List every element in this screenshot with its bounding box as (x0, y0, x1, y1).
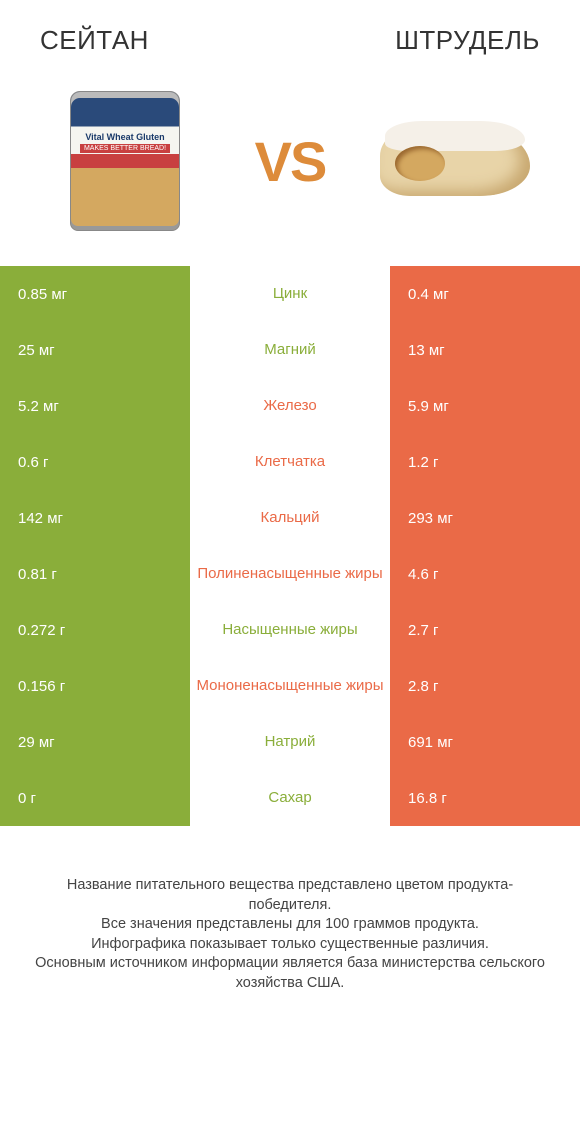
right-product-title: ШТРУДЕЛЬ (395, 25, 540, 56)
right-value-cell: 2.8 г (390, 658, 580, 714)
table-row: 29 мгНатрий691 мг (0, 714, 580, 770)
right-value-cell: 691 мг (390, 714, 580, 770)
left-value-cell: 0.272 г (0, 602, 190, 658)
table-row: 25 мгМагний13 мг (0, 322, 580, 378)
can-label-1: Vital Wheat Gluten (85, 132, 164, 142)
right-product-image (380, 86, 530, 236)
nutrient-name-cell: Насыщенные жиры (190, 602, 390, 658)
nutrient-name-cell: Клетчатка (190, 434, 390, 490)
table-row: 142 мгКальций293 мг (0, 490, 580, 546)
strudel-illustration (380, 116, 530, 206)
left-value-cell: 0.85 мг (0, 266, 190, 322)
left-value-cell: 25 мг (0, 322, 190, 378)
right-value-cell: 13 мг (390, 322, 580, 378)
table-row: 0.272 гНасыщенные жиры2.7 г (0, 602, 580, 658)
footer-line-1: Название питательного вещества представл… (30, 876, 550, 915)
right-value-cell: 16.8 г (390, 770, 580, 826)
table-row: 0.81 гПолиненасыщенные жиры4.6 г (0, 546, 580, 602)
table-row: 0.156 гМононенасыщенные жиры2.8 г (0, 658, 580, 714)
footer-line-3: Инфографика показывает только существенн… (30, 935, 550, 955)
left-value-cell: 5.2 мг (0, 378, 190, 434)
table-row: 0.85 мгЦинк0.4 мг (0, 266, 580, 322)
right-value-cell: 1.2 г (390, 434, 580, 490)
footer-line-2: Все значения представлены для 100 граммо… (30, 915, 550, 935)
right-value-cell: 293 мг (390, 490, 580, 546)
vs-row: Vital Wheat Gluten MAKES BETTER BREAD! V… (0, 66, 580, 266)
left-value-cell: 0 г (0, 770, 190, 826)
nutrient-name-cell: Магний (190, 322, 390, 378)
table-row: 0.6 гКлетчатка1.2 г (0, 434, 580, 490)
nutrient-name-cell: Мононенасыщенные жиры (190, 658, 390, 714)
nutrient-name-cell: Натрий (190, 714, 390, 770)
table-row: 5.2 мгЖелезо5.9 мг (0, 378, 580, 434)
footer-text: Название питательного вещества представл… (0, 826, 580, 1013)
nutrition-table: 0.85 мгЦинк0.4 мг25 мгМагний13 мг5.2 мгЖ… (0, 266, 580, 826)
table-row: 0 гСахар16.8 г (0, 770, 580, 826)
nutrient-name-cell: Кальций (190, 490, 390, 546)
left-value-cell: 29 мг (0, 714, 190, 770)
nutrient-name-cell: Полиненасыщенные жиры (190, 546, 390, 602)
left-value-cell: 142 мг (0, 490, 190, 546)
right-value-cell: 0.4 мг (390, 266, 580, 322)
header: СЕЙТАН ШТРУДЕЛЬ (0, 0, 580, 66)
right-value-cell: 2.7 г (390, 602, 580, 658)
left-value-cell: 0.81 г (0, 546, 190, 602)
left-product-image: Vital Wheat Gluten MAKES BETTER BREAD! (50, 86, 200, 236)
right-value-cell: 5.9 мг (390, 378, 580, 434)
right-value-cell: 4.6 г (390, 546, 580, 602)
left-product-title: СЕЙТАН (40, 25, 149, 56)
vs-label: VS (255, 129, 326, 194)
nutrient-name-cell: Сахар (190, 770, 390, 826)
nutrient-name-cell: Цинк (190, 266, 390, 322)
left-value-cell: 0.6 г (0, 434, 190, 490)
can-illustration: Vital Wheat Gluten MAKES BETTER BREAD! (70, 91, 180, 231)
nutrient-name-cell: Железо (190, 378, 390, 434)
footer-line-4: Основным источником информации является … (30, 954, 550, 993)
left-value-cell: 0.156 г (0, 658, 190, 714)
can-label-2: MAKES BETTER BREAD! (80, 144, 170, 153)
